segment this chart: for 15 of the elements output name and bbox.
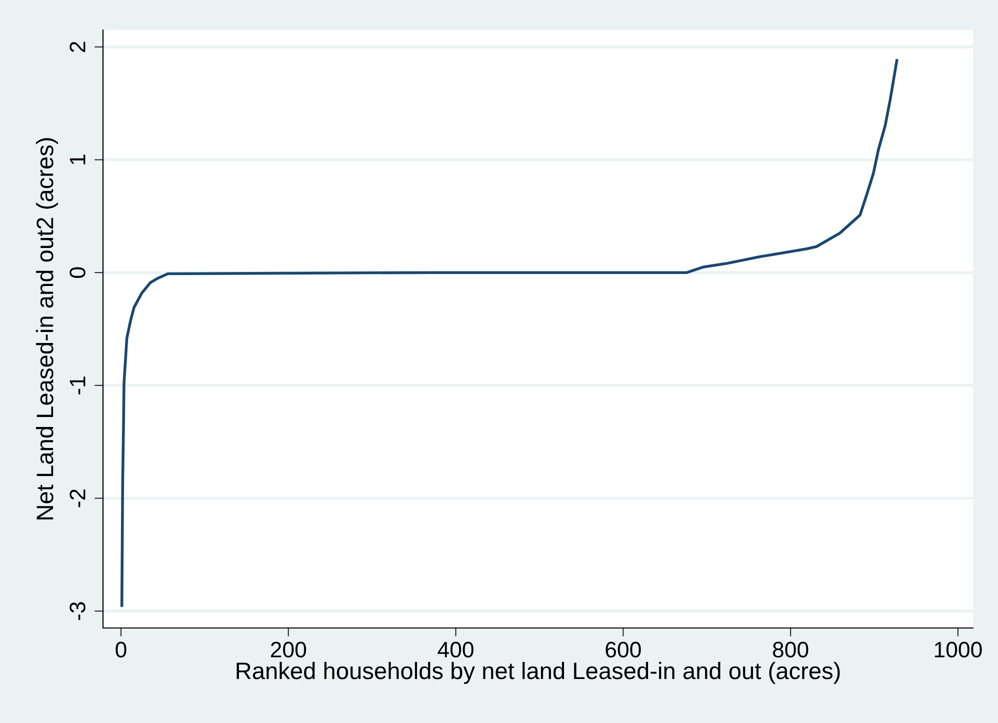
x-tick-label: 600	[606, 642, 641, 658]
x-tick-label: 400	[438, 642, 474, 658]
x-tick-label: 800	[772, 642, 808, 658]
y-tick-label: 1	[70, 154, 86, 164]
y-tick-label: -2	[70, 489, 86, 508]
y-tick-label: 2	[70, 42, 86, 52]
x-tick-label: 1000	[934, 642, 982, 658]
line-series	[120, 59, 898, 607]
x-axis-title: Ranked households by net land Leased-in and out (acres)	[236, 662, 840, 684]
y-tick-label: -3	[70, 602, 86, 620]
y-tick-label: 0	[70, 267, 86, 278]
y-axis-title: Net Land Leased-in and out2 (acres)	[36, 138, 58, 520]
y-tick-label: -1	[70, 376, 86, 394]
x-tick-label: 200	[270, 642, 306, 658]
x-tick-label: 0	[116, 642, 126, 658]
